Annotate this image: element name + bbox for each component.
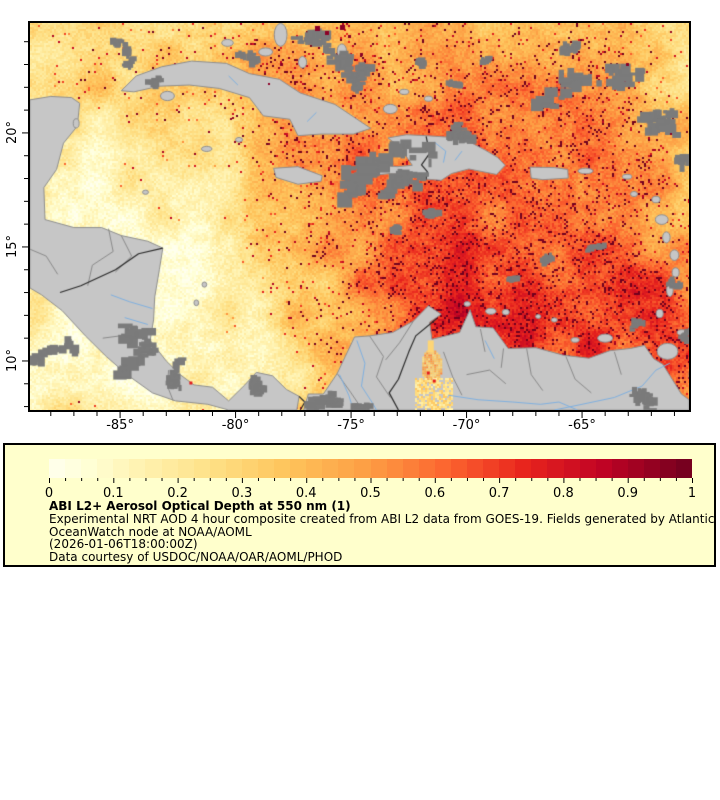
lon-tick-label: -75°	[337, 418, 365, 433]
lon-tick-label: -70°	[452, 418, 481, 433]
colorbar-tick-label: 0.9	[617, 486, 639, 501]
legend-text-block: ABI L2+ Aerosol Optical Depth at 550 nm …	[49, 500, 714, 564]
legend-line: Experimental NRT AOD 4 hour composite cr…	[49, 511, 715, 526]
colorbar-tick-label: 0.8	[553, 486, 574, 501]
lat-tick-label: 10°	[5, 349, 21, 373]
colorbar-tick-label: 0.6	[424, 486, 446, 501]
colorbar-ticks	[49, 478, 693, 483]
legend-description-lines: Experimental NRT AOD 4 hour composite cr…	[49, 511, 715, 565]
legend-panel: 0 0.1 0.2 0.3 0.4 0.5 0.6 0.7 0.8 0.9 1 ABI L2+ Ae…	[3, 443, 716, 567]
legend-line: OceanWatch node at NOAA/AOML	[49, 524, 252, 539]
colorbar-tick-label: 0.1	[102, 486, 124, 501]
legend-line: (2026-01-06T18:00:00Z)	[49, 537, 198, 552]
colorbar-tick-label: 0.3	[231, 486, 253, 501]
colorbar-tick-label: 0	[44, 486, 54, 501]
lon-tick-label: -85°	[106, 418, 134, 433]
legend-title: ABI L2+ Aerosol Optical Depth at 550 nm …	[49, 499, 351, 513]
lon-tick-label: -80°	[221, 418, 250, 433]
map-frame	[28, 21, 691, 412]
colorbar-tick-label: 0.2	[167, 486, 188, 501]
aod-map-raster	[30, 23, 689, 410]
colorbar-tick-label: 0.7	[488, 486, 510, 501]
colorbar-tick-label: 1	[687, 486, 697, 501]
legend-line: Data courtesy of USDOC/NOAA/OAR/AOML/PHO…	[49, 550, 343, 565]
lon-tick-label: -65°	[568, 418, 596, 433]
colorbar-tick-label: 0.5	[360, 486, 381, 501]
lat-tick-label: 20°	[5, 121, 21, 145]
colorbar-tick-label: 0.4	[295, 486, 317, 501]
colorbar	[49, 459, 693, 478]
lat-tick-label: 15°	[5, 235, 21, 259]
